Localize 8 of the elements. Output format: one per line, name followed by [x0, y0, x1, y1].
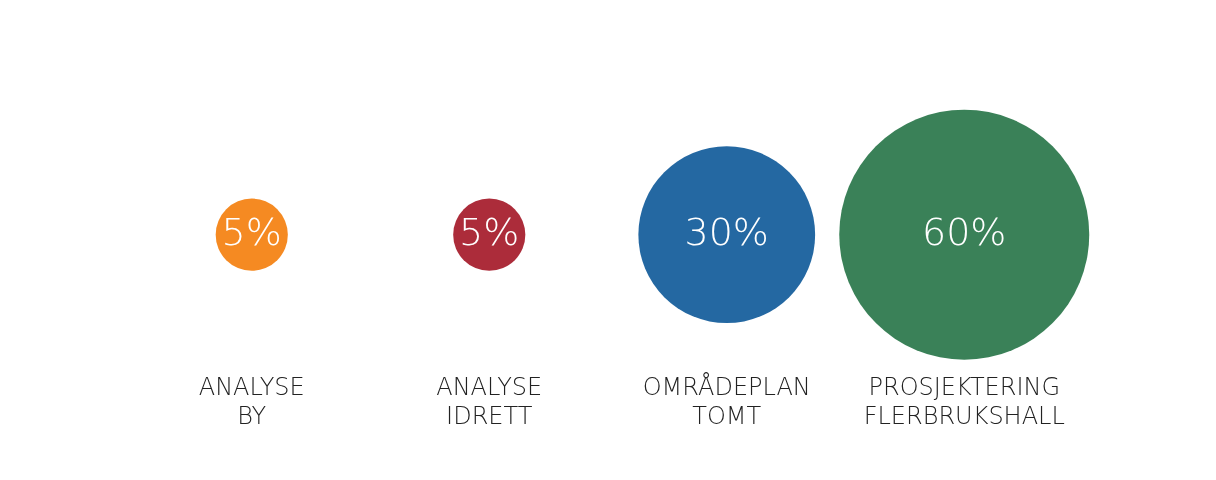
- data-label: 5%: [459, 209, 520, 254]
- category-label: OMRÅDEPLAN TOMT: [642, 372, 811, 430]
- data-label: 60%: [922, 209, 1007, 254]
- data-label: 30%: [684, 209, 769, 254]
- category-label: ANALYSE BY: [198, 373, 305, 430]
- data-label: 5%: [221, 209, 282, 254]
- category-label: PROSJEKTERING FLERBRUKSHALL: [863, 373, 1065, 430]
- category-label: ANALYSE IDRETT: [436, 373, 543, 430]
